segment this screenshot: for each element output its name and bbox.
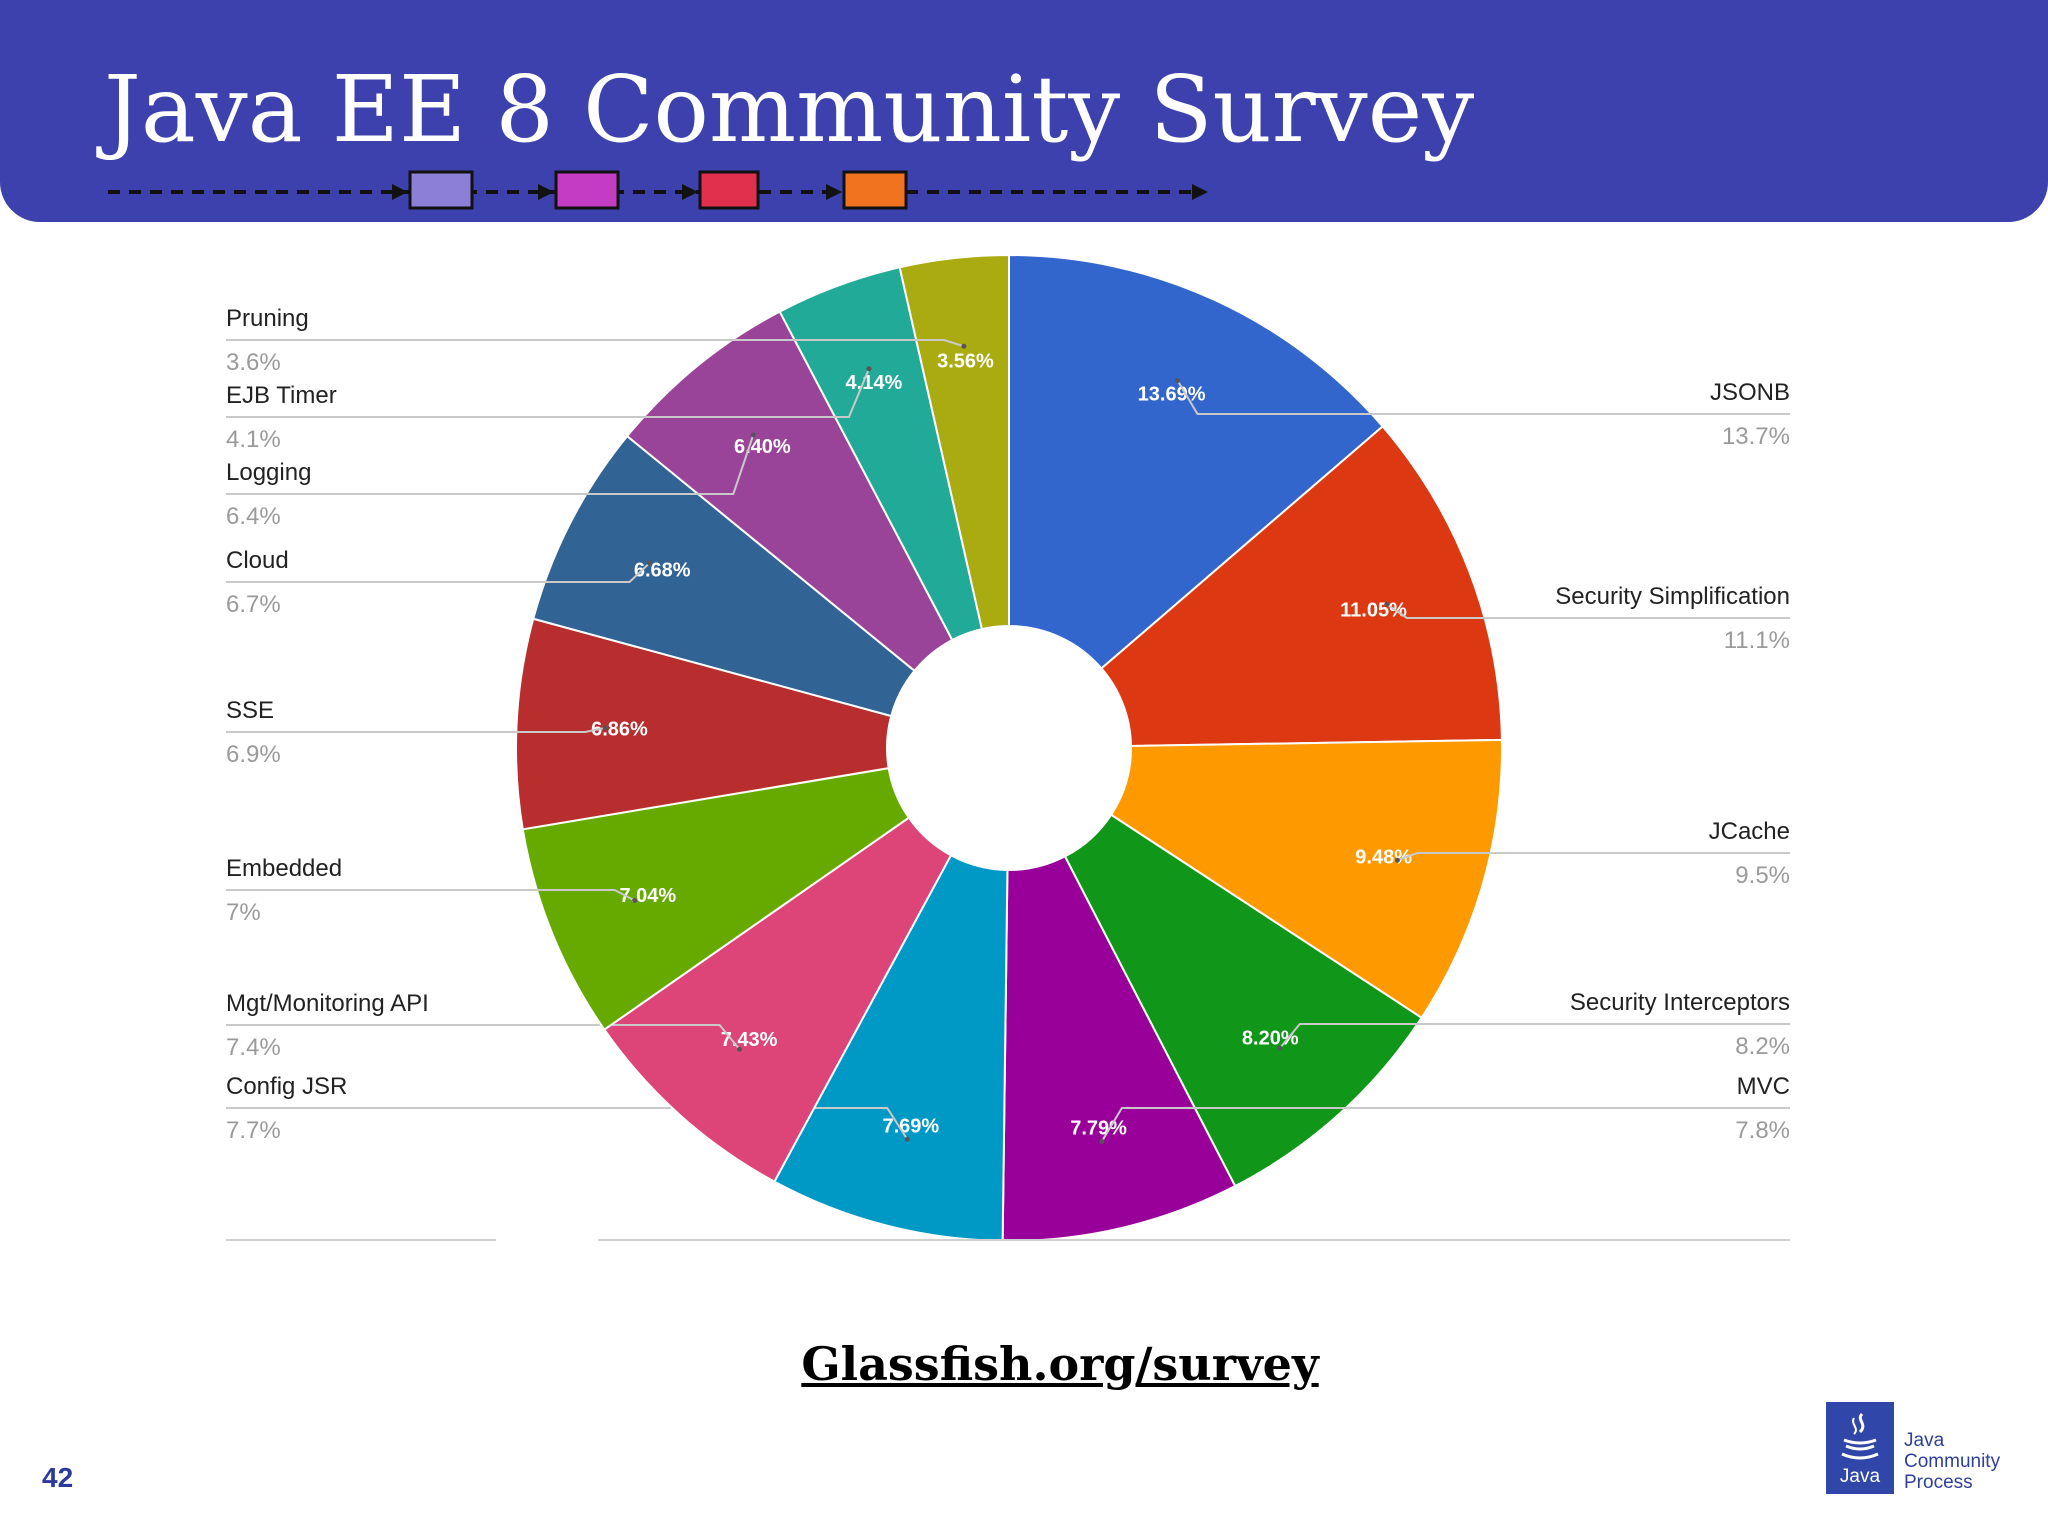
callout-line-jsonb — [1176, 380, 1790, 415]
callout-line-embedded — [226, 889, 636, 902]
callout-line-ejb-timer — [226, 368, 870, 418]
legend-name-cloud: Cloud — [226, 547, 289, 574]
legend-name-embedded: Embedded — [226, 855, 342, 882]
jcp-logo-line-3: Process — [1904, 1472, 1973, 1493]
callout-line-sse — [226, 726, 606, 733]
legend-name-security-interceptors: Security Interceptors — [1570, 989, 1790, 1016]
slice-label-pruning: 3.56% — [937, 350, 994, 372]
slice-label-ejb-timer: 4.14% — [846, 372, 903, 394]
slide-title: Java EE 8 Community Survey — [104, 56, 1475, 163]
callout-dot-security-simplification — [1384, 601, 1390, 607]
callout-line-jcache — [1397, 852, 1790, 862]
arrow-head-3 — [682, 184, 698, 200]
legend-value-pruning: 3.6% — [226, 349, 281, 376]
legend-value-security-simplification: 11.1% — [1724, 627, 1790, 654]
legend-name-jsonb: JSONB — [1710, 379, 1790, 406]
legend-name-jcache: JCache — [1709, 818, 1790, 845]
page-number: 42 — [42, 1462, 74, 1493]
callout-dot-pruning — [961, 343, 967, 349]
legend-value-jcache: 9.5% — [1735, 862, 1790, 889]
legend-value-security-interceptors: 8.2% — [1735, 1033, 1790, 1060]
legend-value-embedded: 7% — [226, 899, 261, 926]
legend-value-sse: 6.9% — [226, 741, 281, 768]
legend-name-mvc: MVC — [1737, 1073, 1790, 1100]
timeline-marker-2 — [554, 170, 620, 210]
callout-line-cloud — [226, 562, 651, 583]
callout-dot-logging — [750, 432, 756, 438]
legend-value-ejb-timer: 4.1% — [226, 426, 281, 453]
timeline-marker-4 — [842, 170, 908, 210]
callout-line-config-jsr — [226, 1107, 909, 1140]
slice-label-mgt-monitoring-api: 7.43% — [721, 1029, 778, 1051]
callout-line-security-interceptors — [1279, 1023, 1790, 1049]
legend-name-logging: Logging — [226, 459, 311, 486]
java-coffee-cup-icon — [1841, 1412, 1879, 1460]
legend-name-pruning: Pruning — [226, 305, 309, 332]
survey-link-text[interactable]: Glassfish.org/survey — [801, 1337, 1319, 1391]
slice-label-logging: 6.40% — [734, 436, 791, 458]
callout-dot-cloud — [647, 560, 653, 566]
arrow-head-4 — [826, 184, 842, 200]
jcp-logo-line-1: Java — [1904, 1430, 1945, 1451]
callout-line-logging — [226, 434, 755, 495]
jcp-logo-box-text: Java — [1839, 1466, 1881, 1487]
callout-dot-mgt-monitoring-api — [737, 1046, 743, 1052]
header-band — [0, 0, 2048, 222]
slice-label-security-simplification: 11.05% — [1340, 599, 1407, 621]
legend-name-sse: SSE — [226, 697, 274, 724]
donut-chart: 13.69% JSONB 13.7% 11.05% Security Simplific… — [226, 253, 1790, 1242]
legend-value-logging: 6.4% — [226, 503, 281, 530]
callout-dot-config-jsr — [904, 1136, 910, 1142]
legend-value-cloud: 6.7% — [226, 591, 281, 618]
legend-name-ejb-timer: EJB Timer — [226, 382, 337, 409]
callout-dot-security-interceptors — [1277, 1045, 1283, 1051]
jcp-logo-text: Java Community Process — [1904, 1430, 2000, 1493]
callout-dot-ejb-timer — [866, 366, 872, 372]
callout-dot-jcache — [1394, 857, 1400, 863]
jcp-logo-line-2: Community — [1904, 1451, 2001, 1472]
slice-label-security-interceptors: 8.20% — [1242, 1028, 1299, 1050]
callout-line-security-simplification — [1386, 603, 1790, 619]
jcp-logo: Java Java Community Process — [1826, 1402, 2036, 1494]
arrow-head-end — [1192, 184, 1208, 200]
legend-name-config-jsr: Config JSR — [226, 1073, 347, 1100]
legend-value-mvc: 7.8% — [1735, 1117, 1790, 1144]
arrow-head-1 — [392, 184, 408, 200]
legend-value-jsonb: 13.7% — [1722, 423, 1790, 450]
jcp-logo-box: Java — [1826, 1402, 1894, 1494]
survey-link[interactable]: Glassfish.org/survey — [0, 1337, 2048, 1391]
legend-name-mgt-monitoring-api: Mgt/Monitoring API — [226, 990, 429, 1017]
callout-dot-sse — [602, 725, 608, 731]
callout-line-pruning — [226, 339, 965, 348]
slice-label-jsonb: 13.69% — [1138, 384, 1206, 406]
callout-dot-embedded — [632, 898, 638, 904]
slice-label-jcache: 9.48% — [1355, 846, 1412, 868]
slice-label-mvc: 7.79% — [1070, 1118, 1127, 1140]
slice-label-config-jsr: 7.69% — [882, 1115, 939, 1137]
arrow-head-2 — [538, 184, 554, 200]
callout-line-mvc — [1101, 1107, 1790, 1142]
donut-hole — [887, 626, 1131, 870]
timeline-marker-1 — [408, 170, 474, 210]
legend-value-mgt-monitoring-api: 7.4% — [226, 1034, 281, 1061]
slice-label-sse: 6.86% — [591, 719, 648, 741]
callout-line-mgt-monitoring-api — [226, 1024, 741, 1051]
timeline-decoration — [108, 170, 1208, 210]
legend-value-config-jsr: 7.7% — [226, 1117, 281, 1144]
timeline-marker-3 — [698, 170, 760, 210]
legend-name-security-simplification: Security Simplification — [1555, 583, 1790, 610]
callout-dot-jsonb — [1175, 378, 1181, 384]
callout-dot-mvc — [1099, 1138, 1105, 1144]
